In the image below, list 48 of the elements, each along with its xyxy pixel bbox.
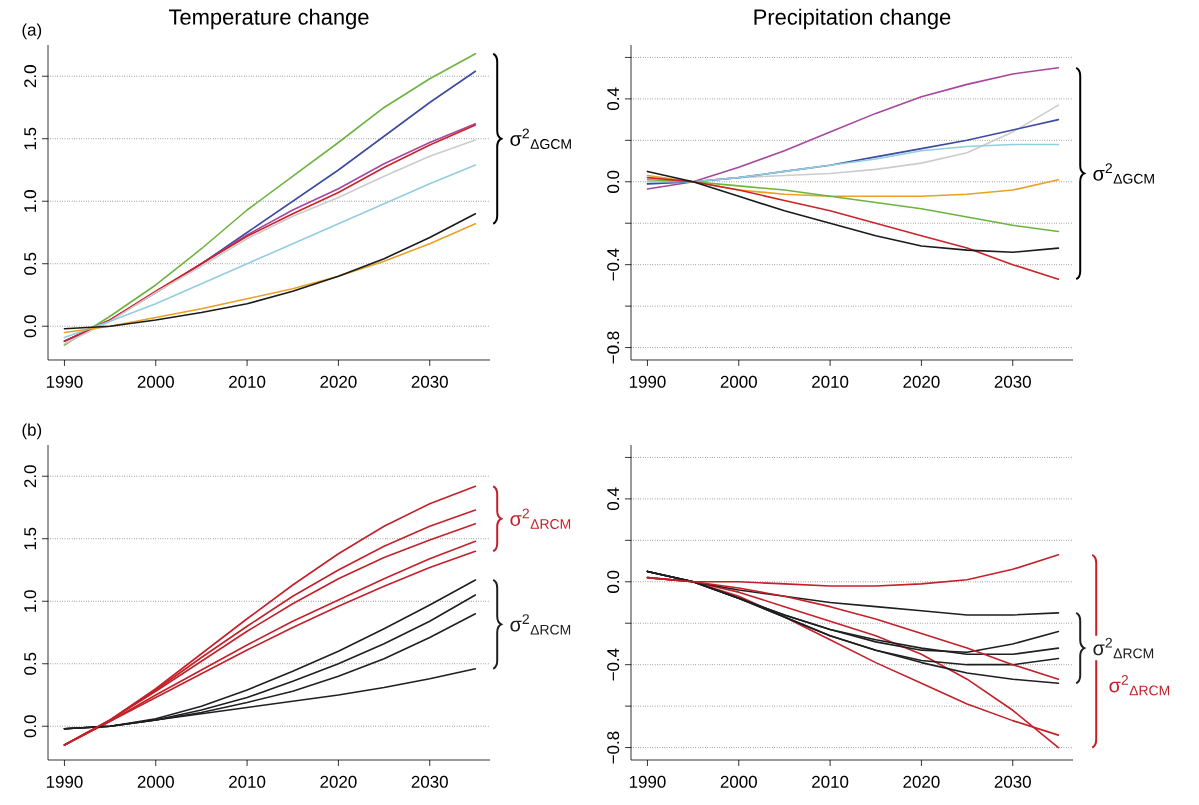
text: σ$^{2}$ΔRCM (1093, 637, 1154, 659)
chart-title: Precipitation change (754, 8, 951, 30)
x-tick-label: 2010 (812, 775, 849, 788)
chart-subtitle: (a) (22, 23, 42, 40)
text: σ$^{2}$ΔRCM (510, 508, 571, 529)
text: σ$^{2}$ΔGCM (1093, 163, 1154, 184)
x-tick-label: 2020 (903, 775, 940, 788)
x-tick-label: 1990 (629, 375, 666, 388)
x-tick-label: 2020 (903, 375, 940, 388)
y-tick-label: 0.4 (607, 487, 620, 510)
text: σ$^{2}$ΔRCM (1109, 674, 1170, 696)
x-tick-label: 2000 (720, 775, 757, 788)
x-tick-label: 1990 (46, 375, 83, 388)
y-tick-label: 0.0 (24, 315, 37, 338)
x-tick-label: 1990 (629, 775, 666, 788)
x-tick-label: 2000 (720, 375, 757, 388)
y-tick-label: 1.0 (24, 590, 37, 612)
x-tick-label: 1990 (46, 775, 83, 788)
y-tick-label: 0.0 (607, 170, 620, 193)
x-tick-label: 2030 (994, 375, 1031, 388)
text: σ$^{2}$ΔRCM (510, 614, 571, 635)
y-tick-label: 1.5 (24, 527, 37, 550)
y-tick-label: −0.4 (607, 648, 620, 681)
y-tick-label: 0.0 (607, 570, 620, 593)
y-tick-label: 2.0 (24, 465, 37, 488)
x-tick-label: 2030 (411, 375, 448, 388)
x-tick-label: 2020 (320, 375, 357, 388)
chart-title: Temperature change (168, 8, 369, 30)
x-tick-label: 2020 (320, 775, 357, 788)
x-tick-label: 2000 (137, 775, 174, 788)
y-tick-label: 0.0 (24, 715, 37, 738)
y-tick-label: 2.0 (24, 65, 37, 88)
chart-subtitle: (b) (22, 423, 42, 440)
x-tick-label: 2010 (229, 775, 266, 788)
y-tick-label: −0.8 (607, 331, 620, 364)
x-tick-label: 2000 (137, 375, 174, 388)
y-tick-label: 1.0 (24, 190, 37, 212)
y-tick-label: 0.4 (607, 87, 620, 110)
text: σ$^{2}$ΔGCM (510, 128, 571, 149)
x-tick-label: 2030 (411, 775, 448, 788)
y-tick-label: 0.5 (24, 252, 37, 275)
y-tick-label: −0.8 (607, 731, 620, 764)
y-tick-label: 0.5 (24, 652, 37, 675)
y-tick-label: 1.5 (24, 127, 37, 150)
x-tick-label: 2010 (812, 375, 849, 388)
y-tick-label: −0.4 (607, 248, 620, 281)
x-tick-label: 2010 (229, 375, 266, 388)
x-tick-label: 2030 (994, 775, 1031, 788)
